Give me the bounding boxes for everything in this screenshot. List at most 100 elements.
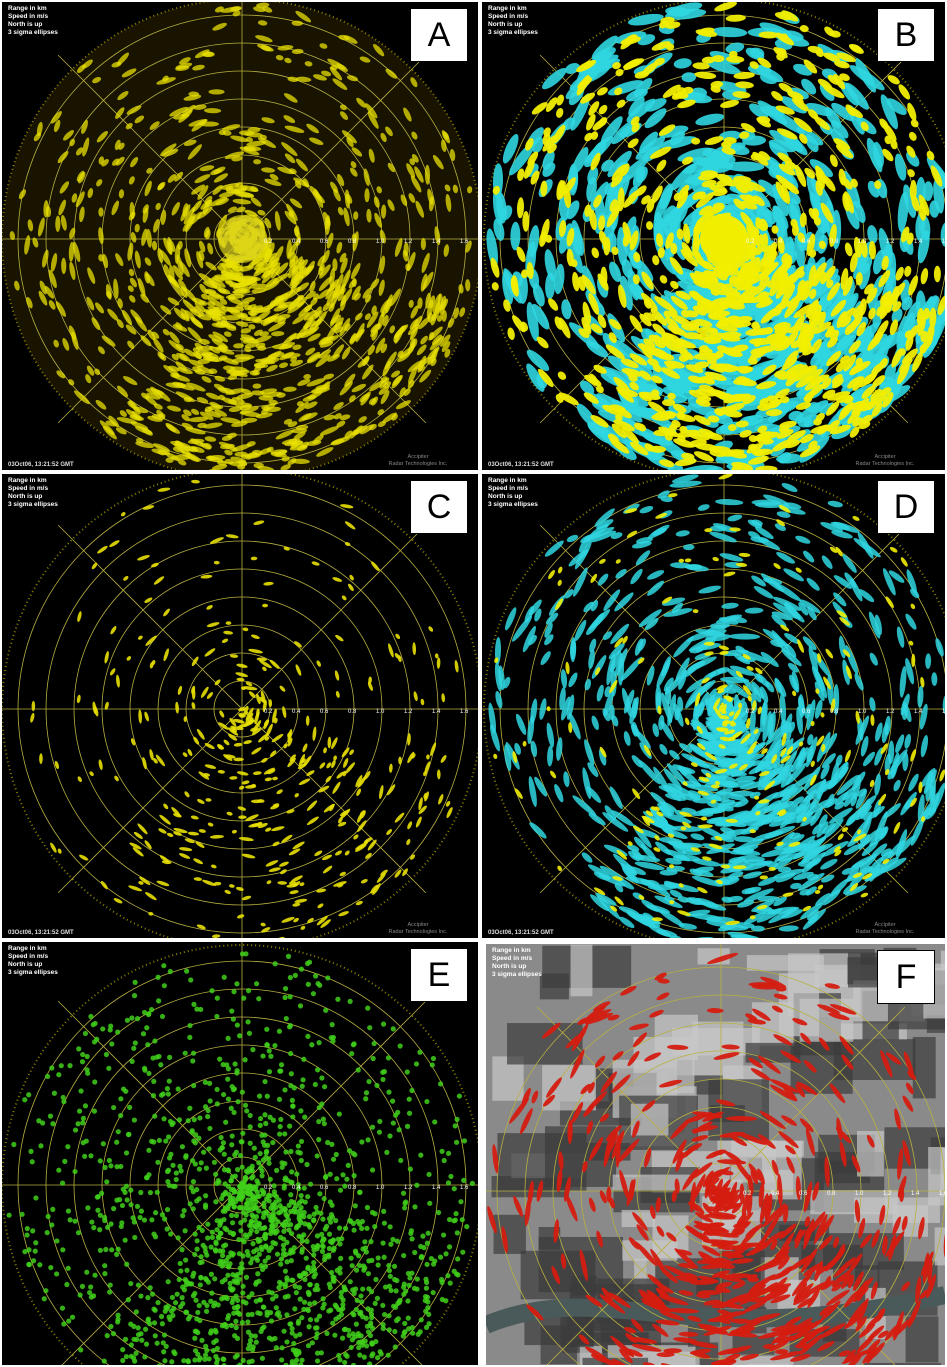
header-text: Speed in m/s [488,13,528,20]
track-dot [283,986,288,991]
track-dot [298,1297,303,1302]
track-dot [210,1230,215,1235]
track-dot [307,1301,312,1306]
header-text: 3 sigma ellipses [488,29,538,36]
track-dot [426,1172,431,1177]
track-dot [187,1023,192,1028]
track-dot [313,973,318,978]
range-label: 0.4 [774,709,783,715]
track-dot [424,1099,429,1104]
track-dot [409,1088,414,1093]
range-label: 0.8 [348,239,357,245]
track-dot [111,1331,116,1336]
track-dot [82,1154,87,1159]
track-dot [372,1041,377,1046]
track-dot [373,1301,378,1306]
range-label: 1.0 [376,239,385,245]
track-dot [380,1303,385,1308]
radar-echo [226,621,232,625]
range-label: 0.4 [292,709,301,715]
track-dot [178,1268,183,1273]
track-dot [279,1345,284,1350]
track-dot [169,1359,174,1364]
track-dot [138,1293,143,1298]
track-dot [350,1263,355,1268]
track-dot [31,1258,36,1263]
track-dot [322,1084,327,1089]
range-label: 1.2 [886,709,895,715]
timestamp: 03Oct06, 13:21:52 GMT [8,462,74,468]
track-dot [193,1140,198,1145]
track-dot [132,1235,137,1240]
track-dot [267,1069,272,1074]
track-dot [315,1351,320,1356]
track-dot [218,1231,223,1236]
range-label: 0.6 [802,239,811,245]
track-dot [132,1117,137,1122]
track-dot [240,1165,245,1170]
track-dot [415,1276,420,1281]
track-dot [294,1290,299,1295]
track-dot [254,1229,259,1234]
track-dot [206,1146,211,1151]
track-dot [199,1338,204,1343]
track-dot [255,1271,260,1276]
track-dot [330,1022,335,1027]
track-dot [424,1286,429,1291]
range-label: 0.8 [830,239,839,245]
header-text: 3 sigma ellipses [8,501,58,508]
track-dot [313,1082,318,1087]
track-dot [250,1359,255,1364]
track-dot [165,1086,170,1091]
track-dot [77,1292,82,1297]
track-dot [347,1148,352,1153]
track-dot [388,1274,393,1279]
header-text: North is up [488,21,522,28]
track-dot [229,1213,234,1218]
track-dot [342,1184,347,1189]
track-dot [193,1132,198,1137]
track-dot [126,1297,131,1302]
track-dot [394,1288,399,1293]
track-dot [365,1006,370,1011]
track-dot [201,1300,206,1305]
track-dot [376,1255,381,1260]
range-label: 0.6 [320,239,329,245]
track-dot [120,1358,125,1363]
track-dot [37,1262,42,1267]
range-label: 1.4 [914,709,923,715]
track-dot [386,1313,391,1318]
track-dot [336,1353,341,1358]
header-text: Range in km [8,5,47,12]
track-dot [38,1143,43,1148]
track-dot [244,1108,249,1113]
track-dot [234,1325,239,1330]
range-label: 1.4 [432,239,441,245]
track-dot [264,1149,269,1154]
range-label: 0.2 [746,709,755,715]
track-dot [59,1063,64,1068]
track-dot [257,1094,262,1099]
track-dot [222,975,227,980]
timestamp: 03Oct06, 13:21:52 GMT [488,462,554,468]
track-dot [274,1345,279,1350]
radar-panel: 0.20.40.60.81.01.21.41.6Range in kmSpeed… [482,2,945,470]
track-dot [357,1352,362,1357]
track-dot [452,1186,457,1191]
credit: Accipiter [407,454,428,460]
range-label: 0.4 [774,239,783,245]
track-dot [161,1116,166,1121]
track-dot [61,1321,66,1326]
track-dot [98,1158,103,1163]
track-dot [183,1257,188,1262]
track-dot [60,1247,65,1252]
track-dot [165,1207,170,1212]
track-dot [278,1124,283,1129]
range-label: 0.2 [264,709,273,715]
range-label: 0.8 [348,709,357,715]
track-dot [192,1117,197,1122]
track-dot [407,1111,412,1116]
track-dot [326,1308,331,1313]
track-dot [97,1227,102,1232]
track-dot [282,1131,287,1136]
